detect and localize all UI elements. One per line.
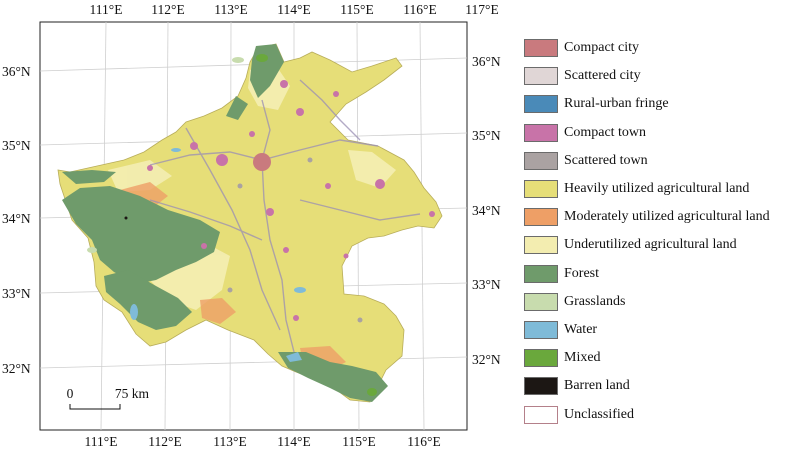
forest-areas <box>62 44 388 402</box>
legend-swatch <box>524 321 558 339</box>
legend-label: Rural-urban fringe <box>564 96 669 112</box>
bottom-lon-label: 112°E <box>148 434 181 449</box>
legend-label: Barren land <box>564 378 630 394</box>
legend-swatch <box>524 67 558 86</box>
right-lat-label: 33°N <box>472 277 501 292</box>
top-lon-label: 112°E <box>151 2 184 17</box>
left-lat-label: 35°N <box>2 138 31 153</box>
legend-label: Scattered town <box>564 152 648 168</box>
legend-swatch <box>524 236 558 255</box>
legend-swatch <box>524 349 558 368</box>
top-lon-label: 116°E <box>403 2 436 17</box>
legend-item: Moderately utilized agricultural land <box>524 207 770 227</box>
legend-label: Water <box>564 322 598 337</box>
legend-item: Compact city <box>524 38 639 58</box>
legend-item: Unclassified <box>524 405 634 425</box>
legend-swatch <box>524 151 558 170</box>
legend-swatch <box>524 292 558 311</box>
legend-item: Scattered city <box>524 66 641 86</box>
right-lat-label: 36°N <box>472 54 501 69</box>
right-latitude-labels: 36°N 35°N 34°N 33°N 32°N <box>472 54 501 367</box>
legend-item: Forest <box>524 264 599 284</box>
bottom-lon-label: 111°E <box>85 434 118 449</box>
legend-label: Heavily utilized agricultural land <box>564 181 750 196</box>
legend-item: Underutilized agricultural land <box>524 235 737 255</box>
grassland-areas <box>87 57 244 253</box>
legend-label: Forest <box>564 265 599 281</box>
legend-label: Compact city <box>564 40 640 55</box>
top-longitude-labels: 111°E 112°E 113°E 114°E 115°E 116°E 117°… <box>90 2 499 17</box>
left-lat-label: 34°N <box>2 211 31 226</box>
legend-item: Compact town <box>524 123 646 143</box>
left-latitude-labels: 36°N 35°N 34°N 33°N 32°N <box>2 64 31 376</box>
bottom-lon-label: 115°E <box>342 434 375 449</box>
scale-bar: 0 75 km <box>67 386 150 410</box>
water-bodies <box>130 148 306 362</box>
left-lat-label: 32°N <box>2 361 31 376</box>
legend-swatch <box>524 180 558 198</box>
top-lon-label: 111°E <box>90 2 123 17</box>
urban-areas <box>124 80 435 323</box>
bottom-lon-label: 116°E <box>407 434 440 449</box>
bottom-lon-label: 114°E <box>277 434 310 449</box>
land-use-map: 111°E 112°E 113°E 114°E 115°E 116°E 117°… <box>2 2 501 449</box>
top-lon-label: 115°E <box>340 2 373 17</box>
right-lat-label: 35°N <box>472 128 501 143</box>
legend-swatch <box>524 208 558 227</box>
map-frame <box>39 21 468 431</box>
legend-item: Rural-urban fringe <box>524 94 669 114</box>
legend-label: Moderately utilized agricultural land <box>564 209 770 225</box>
legend-swatch <box>524 377 558 396</box>
legend-swatch <box>524 405 558 424</box>
top-lon-label: 114°E <box>277 2 310 17</box>
bottom-lon-label: 113°E <box>213 434 246 449</box>
legend-label: Compact town <box>564 124 647 140</box>
left-lat-label: 36°N <box>2 64 31 79</box>
legend-item: Grasslands <box>524 292 625 312</box>
legend-label: Unclassified <box>564 406 634 422</box>
legend-label: Scattered city <box>564 68 641 84</box>
scale-bar-line <box>69 404 121 410</box>
right-lat-label: 32°N <box>472 352 501 367</box>
mixed-areas <box>256 54 377 396</box>
legend-label: Mixed <box>564 350 601 366</box>
legend-swatch <box>524 39 558 57</box>
legend-item: Barren land <box>524 376 630 396</box>
top-lon-label: 113°E <box>214 2 247 17</box>
legend-item: Heavily utilized agricultural land <box>524 179 749 199</box>
legend-item: Scattered town <box>524 151 648 171</box>
scale-bar-start-label: 0 <box>67 386 74 401</box>
bottom-longitude-labels: 111°E 112°E 113°E 114°E 115°E 116°E <box>85 434 441 449</box>
legend-label: Underutilized agricultural land <box>564 237 737 253</box>
left-lat-label: 33°N <box>2 286 31 301</box>
legend-swatch <box>524 95 558 114</box>
legend-item: Water <box>524 320 597 340</box>
legend-label: Grasslands <box>564 293 626 309</box>
top-lon-label: 117°E <box>465 2 498 17</box>
legend-item: Mixed <box>524 348 601 368</box>
scale-bar-end-label: 75 km <box>115 386 150 401</box>
legend-swatch <box>524 264 558 283</box>
right-lat-label: 34°N <box>472 203 501 218</box>
legend-swatch <box>524 123 558 142</box>
